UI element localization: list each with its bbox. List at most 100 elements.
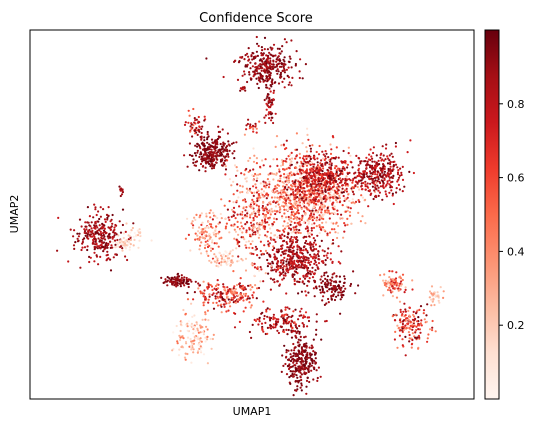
cell-point-4618 <box>395 284 398 287</box>
cell-point-3068 <box>273 281 276 284</box>
cell-point-3042 <box>282 261 285 265</box>
cell-point-4230 <box>199 331 202 334</box>
cell-point-1553 <box>363 199 366 202</box>
cell-point-4498 <box>404 314 407 317</box>
cell-point-3382 <box>254 212 257 215</box>
cell-point-2940 <box>290 235 293 239</box>
cell-point-1887 <box>291 238 295 242</box>
cell-point-3314 <box>235 247 238 250</box>
cell-point-3409 <box>257 286 261 290</box>
cell-point-558 <box>277 59 280 62</box>
cell-point-3557 <box>216 295 219 298</box>
cell-point-3830 <box>334 280 337 283</box>
cell-point-2559 <box>401 165 404 168</box>
cell-point-2693 <box>285 292 288 295</box>
cell-point-3425 <box>250 304 253 307</box>
cell-point-3401 <box>242 299 245 302</box>
cell-point-4044 <box>299 375 302 378</box>
y-axis-label: UMAP2 <box>8 195 21 234</box>
cell-point-872 <box>222 161 225 164</box>
cell-point-2240 <box>293 181 296 184</box>
cell-point-2810 <box>304 241 307 245</box>
cell-point-4241 <box>217 245 220 248</box>
cell-point-1039 <box>164 278 167 281</box>
cell-point-1778 <box>318 206 322 209</box>
cell-point-4236 <box>190 348 193 351</box>
cell-point-3905 <box>285 349 288 352</box>
cell-point-576 <box>269 46 272 49</box>
cell-point-1679 <box>274 212 277 216</box>
cell-point-1475 <box>273 221 276 224</box>
cell-point-3319 <box>253 154 256 157</box>
cell-point-4095 <box>299 368 302 371</box>
cell-point-234 <box>115 224 118 227</box>
cell-point-2676 <box>310 255 313 258</box>
cell-point-521 <box>261 77 264 80</box>
cell-point-2165 <box>298 181 302 184</box>
cell-point-2895 <box>309 263 312 266</box>
cell-point-4204 <box>206 338 209 341</box>
cell-point-3367 <box>253 266 257 269</box>
cell-point-4682 <box>249 123 252 126</box>
cell-point-2263 <box>324 200 327 203</box>
cell-point-4090 <box>304 349 307 352</box>
cell-point-3869 <box>289 359 293 363</box>
cell-point-222 <box>86 236 89 239</box>
cell-point-669 <box>270 101 273 104</box>
cell-point-3956 <box>307 370 310 373</box>
cell-point-185 <box>109 228 112 231</box>
cell-point-3005 <box>302 246 305 249</box>
cell-point-317 <box>137 231 140 234</box>
cell-point-615 <box>244 64 247 67</box>
cell-point-2787 <box>300 266 303 269</box>
cell-point-3273 <box>266 230 269 233</box>
cell-point-3054 <box>290 259 293 262</box>
cell-point-4340 <box>209 216 212 219</box>
cell-point-4109 <box>305 346 308 349</box>
cell-point-3868 <box>293 349 296 352</box>
cell-point-1376 <box>285 216 288 219</box>
cell-point-3207 <box>252 179 255 182</box>
cell-point-289 <box>129 243 132 246</box>
cell-point-915 <box>200 137 203 140</box>
cell-point-2630 <box>368 153 371 156</box>
cell-point-2930 <box>308 270 312 273</box>
cell-point-3553 <box>234 301 237 304</box>
cell-point-4289 <box>202 237 206 240</box>
cell-point-2117 <box>336 187 339 190</box>
cell-point-2638 <box>391 180 394 183</box>
cell-point-1883 <box>338 216 341 219</box>
cell-point-2912 <box>310 233 313 236</box>
cell-point-956 <box>194 132 197 135</box>
cell-point-177 <box>93 248 96 251</box>
cell-point-3653 <box>250 336 253 339</box>
cell-point-3375 <box>252 168 255 171</box>
cell-point-3248 <box>236 213 239 216</box>
cell-point-719 <box>222 141 225 144</box>
cell-point-3982 <box>288 376 291 379</box>
cell-point-2613 <box>365 172 368 176</box>
cell-point-4229 <box>200 340 203 343</box>
cell-point-1826 <box>273 173 276 176</box>
cell-point-50 <box>96 247 99 250</box>
cell-point-3758 <box>343 277 346 280</box>
cell-point-4181 <box>209 337 212 341</box>
cell-point-3731 <box>306 325 309 328</box>
cell-point-291 <box>117 234 120 237</box>
cell-point-4448 <box>413 315 416 318</box>
cell-point-2416 <box>370 155 373 158</box>
cell-point-1577 <box>265 213 268 216</box>
cell-point-2928 <box>287 246 291 249</box>
cell-point-4653 <box>430 285 434 288</box>
cell-point-1267 <box>273 209 276 212</box>
cell-point-2002 <box>324 150 327 153</box>
cell-point-1588 <box>318 231 321 235</box>
cell-point-2040 <box>284 186 287 189</box>
cell-point-3715 <box>266 332 269 335</box>
cell-point-4487 <box>414 331 417 334</box>
cell-point-2807 <box>271 262 275 265</box>
cell-point-4148 <box>190 302 193 305</box>
cell-point-595 <box>272 55 275 58</box>
cell-point-414 <box>287 66 290 69</box>
cell-point-2128 <box>302 165 305 168</box>
